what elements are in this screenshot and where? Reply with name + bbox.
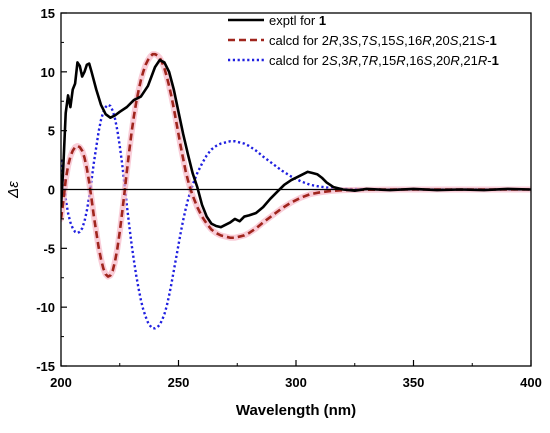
legend-text-segment: R [422, 33, 431, 48]
legend-text-segment: 1 [489, 33, 496, 48]
legend-text-segment: ,16 [406, 53, 424, 68]
x-tick-label: 400 [520, 375, 542, 390]
legend-text-segment: S [329, 53, 338, 68]
legend-text-segment: ,21 [460, 53, 478, 68]
legend-text-segment: calcd for 2 [269, 53, 329, 68]
legend-text-segment: R [349, 53, 358, 68]
legend-text-segment: R [329, 33, 338, 48]
legend-label-2: calcd for 2S,3R,7R,15R,16S,20R,21R-1 [269, 53, 499, 68]
x-axis: 200 250 300 350 400 [50, 360, 542, 390]
legend-text-segment: S [424, 53, 433, 68]
legend-text-segment: S [450, 33, 459, 48]
series-line-0 [61, 58, 531, 229]
legend-text-segment: - [487, 53, 491, 68]
legend-text-segment: ,15 [378, 53, 396, 68]
legend-text-segment: 1 [319, 13, 326, 28]
legend-text-segment: ,3 [338, 53, 349, 68]
legend-text-segment: R [396, 53, 405, 68]
legend-text-segment: ,21 [458, 33, 476, 48]
legend-text-segment: ,16 [404, 33, 422, 48]
legend-text-segment: ,15 [377, 33, 395, 48]
y-tick-label: 0 [48, 183, 55, 198]
legend-text-segment: ,7 [358, 53, 369, 68]
legend-text-segment: S [369, 33, 378, 48]
series-line-1 [61, 52, 531, 278]
legend-label-1: calcd for 2R,3S,7S,15S,16R,20S,21S-1 [269, 33, 497, 48]
x-tick-label: 300 [285, 375, 307, 390]
legend-text-segment: ,7 [358, 33, 369, 48]
legend-text-segment: - [485, 33, 489, 48]
legend-text-segment: calcd for 2 [269, 33, 329, 48]
y-axis-label: Δε [5, 181, 22, 199]
y-tick-label: 10 [41, 65, 55, 80]
y-tick-label: -15 [36, 359, 55, 374]
y-tick-label: -5 [43, 241, 55, 256]
legend-text-segment: 1 [492, 53, 499, 68]
y-tick-label: 5 [48, 124, 55, 139]
legend-text-segment: exptl for [269, 13, 319, 28]
x-axis-label: Wavelength (nm) [236, 402, 356, 419]
legend-text-segment: R [478, 53, 487, 68]
legend-label-0: exptl for 1 [269, 13, 326, 28]
x-tick-label: 200 [50, 375, 72, 390]
x-tick-label: 350 [403, 375, 425, 390]
legend-text-segment: R [450, 53, 459, 68]
legend-text-segment: S [349, 33, 358, 48]
y-tick-label: -10 [36, 300, 55, 315]
series-line-2 [61, 103, 531, 330]
y-axis: 15 10 5 0 -5 -10 -15 [36, 6, 67, 374]
x-tick-label: 250 [168, 375, 190, 390]
legend-text-segment: S [476, 33, 485, 48]
legend-text-segment: S [395, 33, 404, 48]
y-tick-label: 15 [41, 6, 55, 21]
legend-text-segment: R [369, 53, 378, 68]
legend-text-segment: ,20 [432, 53, 450, 68]
legend-text-segment: ,20 [432, 33, 450, 48]
series-layer [61, 51, 531, 330]
legend-text-segment: ,3 [338, 33, 349, 48]
